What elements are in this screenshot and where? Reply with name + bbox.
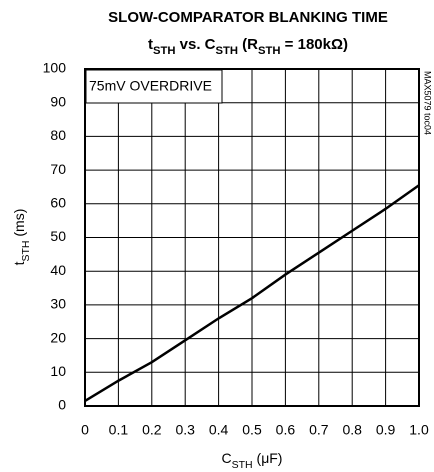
y-axis-label: tSTH (ms) xyxy=(11,209,32,266)
x-tick-label: 0.5 xyxy=(242,422,262,438)
chart-title: SLOW-COMPARATOR BLANKING TIME xyxy=(108,9,388,26)
x-axis-label: CSTH (μF) xyxy=(222,450,283,471)
x-tick-label: 0.2 xyxy=(142,422,162,438)
text-part: STH xyxy=(153,45,176,57)
text-part: C xyxy=(222,450,232,466)
x-tick-label: 0.4 xyxy=(209,422,229,438)
y-tick-label: 40 xyxy=(50,262,66,278)
y-tick-label: 50 xyxy=(50,228,66,244)
y-tick-label: 100 xyxy=(43,60,67,76)
data-line xyxy=(84,184,420,403)
x-tick-label: 0.1 xyxy=(109,422,129,438)
text-part: (R xyxy=(238,36,258,53)
y-tick-label: 0 xyxy=(58,397,66,413)
annotation: MAX5079 toc04 xyxy=(423,71,433,135)
y-tick-label: 70 xyxy=(50,161,66,177)
plot-frame xyxy=(84,68,420,407)
text-part: t xyxy=(148,36,153,53)
y-tick-label: 80 xyxy=(50,127,66,143)
y-tick-label: 10 xyxy=(50,363,66,379)
x-tick-label: 0 xyxy=(81,422,89,438)
text-part: (ms) xyxy=(11,209,27,241)
text-part: (μF) xyxy=(253,450,283,466)
y-tick-label: 90 xyxy=(50,93,66,109)
y-tick-label: 30 xyxy=(50,296,66,312)
text-part: t xyxy=(11,261,27,265)
text-part: = 180kΩ) xyxy=(281,36,349,53)
x-tick-label: 0.8 xyxy=(342,422,362,438)
y-tick-label: 60 xyxy=(50,195,66,211)
text-part: vs. C xyxy=(175,36,215,53)
x-tick-label: 0.3 xyxy=(175,422,195,438)
chart-subtitle: tSTH vs. CSTH (RSTH = 180kΩ) xyxy=(148,36,348,57)
annotation-box xyxy=(85,69,223,104)
annotation: 75mV OVERDRIVE xyxy=(89,78,212,94)
x-tick-label: 0.9 xyxy=(376,422,396,438)
x-tick-label: 1.0 xyxy=(409,422,429,438)
y-tick-label: 20 xyxy=(50,329,66,345)
text-part: STH xyxy=(20,241,32,262)
x-tick-label: 0.6 xyxy=(276,422,296,438)
text-part: STH xyxy=(232,459,253,471)
text-part: STH xyxy=(258,45,281,57)
x-tick-label: 0.7 xyxy=(309,422,329,438)
text-part: STH xyxy=(216,45,239,57)
